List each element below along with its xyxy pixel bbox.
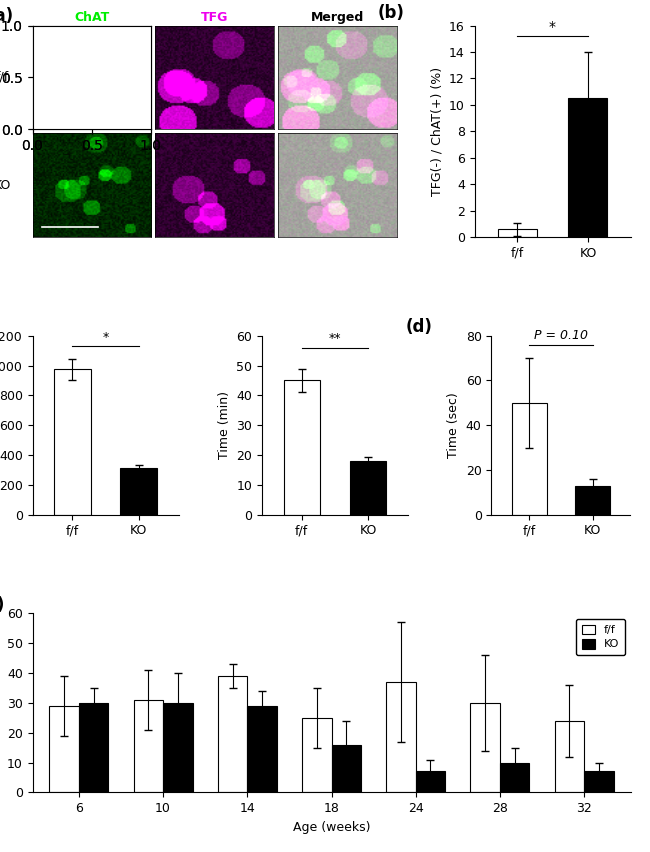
Bar <box>512 403 547 515</box>
Text: **: ** <box>329 332 341 345</box>
Bar <box>386 682 416 792</box>
Bar <box>120 469 157 515</box>
Title: TFG: TFG <box>201 11 228 25</box>
Text: *: * <box>549 20 556 34</box>
Y-axis label: f/f: f/f <box>0 71 8 83</box>
Bar <box>569 98 608 237</box>
Text: P = 0.10: P = 0.10 <box>534 329 588 342</box>
Bar <box>49 705 79 792</box>
Y-axis label: Time (sec): Time (sec) <box>0 670 1 736</box>
X-axis label: Age (weeks): Age (weeks) <box>292 820 370 833</box>
Bar <box>471 703 500 792</box>
Text: (a): (a) <box>0 7 14 25</box>
Bar <box>163 703 192 792</box>
Bar <box>554 721 584 792</box>
Y-axis label: Time (min): Time (min) <box>218 391 231 459</box>
Bar <box>54 369 90 515</box>
Text: *: * <box>103 331 109 343</box>
Legend: f/f, KO: f/f, KO <box>577 619 625 655</box>
Y-axis label: Time (sec): Time (sec) <box>447 393 460 458</box>
Bar <box>247 705 277 792</box>
Bar <box>283 381 320 515</box>
Bar <box>350 461 387 515</box>
Text: (d): (d) <box>405 318 432 336</box>
Bar <box>332 745 361 792</box>
Bar <box>416 771 445 792</box>
Y-axis label: KO: KO <box>0 179 10 192</box>
Bar <box>500 763 530 792</box>
Bar <box>218 676 247 792</box>
Y-axis label: TFG(-) / ChAT(+) (%): TFG(-) / ChAT(+) (%) <box>430 66 443 196</box>
Bar <box>302 717 332 792</box>
Title: Merged: Merged <box>311 11 364 25</box>
Bar <box>497 229 536 237</box>
Bar <box>575 486 610 515</box>
Bar <box>584 771 614 792</box>
Bar <box>79 703 109 792</box>
Text: (e): (e) <box>0 596 5 613</box>
Title: ChAT: ChAT <box>74 11 109 25</box>
Bar <box>133 699 163 792</box>
Text: (b): (b) <box>378 4 405 22</box>
